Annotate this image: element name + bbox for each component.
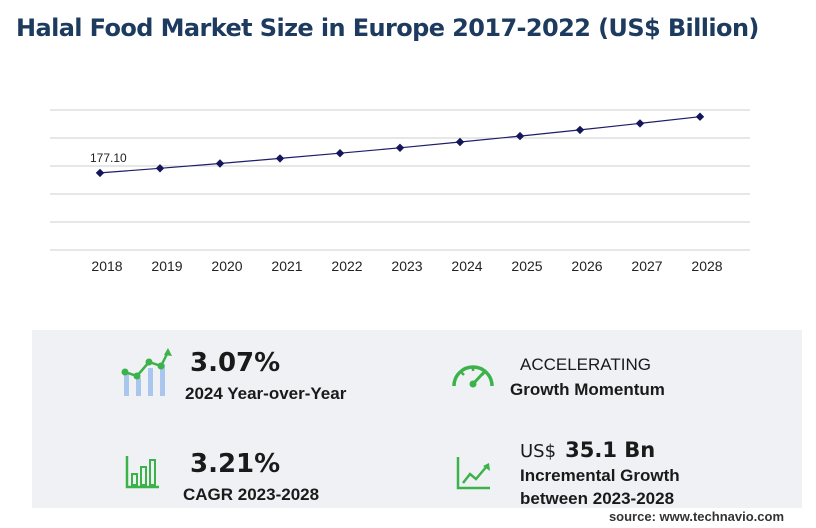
data-point-marker [95, 168, 105, 178]
cagr-label: CAGR 2023-2028 [183, 485, 320, 504]
incremental-amount: 35.1 Bn [565, 438, 656, 462]
x-tick-label: 2022 [331, 258, 362, 274]
x-tick-label: 2025 [511, 258, 542, 274]
data-label: 177.10 [90, 151, 127, 165]
x-tick-label: 2027 [631, 258, 662, 274]
momentum-label: Growth Momentum [510, 380, 665, 399]
data-point-marker [215, 159, 225, 168]
x-tick-label: 2021 [271, 258, 302, 274]
line-chart: 177.10 2018 2019 2020 2021 2022 2023 2024 2025 2… [50, 109, 750, 274]
x-tick-label: 2026 [571, 258, 602, 274]
stats-panel [32, 330, 802, 508]
bar-chart-icon [125, 456, 159, 489]
x-tick-label: 2018 [91, 258, 122, 274]
source-credit: source: www.technavio.com [608, 509, 784, 524]
x-tick-label: 2019 [151, 258, 182, 274]
incremental-label-line1: Incremental Growth [520, 466, 680, 485]
x-tick-label: 2023 [391, 258, 422, 274]
cagr-value: 3.21% [190, 449, 281, 479]
data-point-marker [635, 119, 645, 128]
data-point-marker [455, 137, 465, 147]
data-point-marker [695, 112, 705, 121]
data-point-marker [335, 149, 345, 158]
data-point-marker [515, 131, 525, 141]
growth-bars-icon [121, 348, 172, 396]
x-tick-label: 2020 [211, 258, 242, 274]
yoy-label: 2024 Year-over-Year [185, 384, 347, 403]
incremental-value: US$ 35.1 Bn [520, 434, 655, 464]
chart-series: 177.10 [90, 112, 705, 178]
incremental-label-line2: between 2023-2028 [520, 489, 675, 508]
currency-prefix: US$ [520, 441, 557, 462]
data-point-marker [275, 154, 285, 163]
data-point-marker [395, 143, 405, 152]
trend-line-icon [456, 457, 490, 490]
yoy-value: 3.07% [190, 348, 281, 378]
chart-title: Halal Food Market Size in Europe 2017-20… [16, 14, 759, 42]
momentum-value: ACCELERATING [520, 355, 651, 374]
data-point-marker [155, 164, 165, 173]
data-point-marker [575, 125, 585, 135]
x-tick-label: 2024 [451, 258, 482, 274]
chart-grid [50, 109, 750, 251]
x-tick-label: 2028 [691, 258, 722, 274]
x-axis-ticks: 2018 2019 2020 2021 2022 2023 2024 2025 2026 2027… [91, 258, 722, 274]
speedometer-icon [452, 365, 494, 388]
